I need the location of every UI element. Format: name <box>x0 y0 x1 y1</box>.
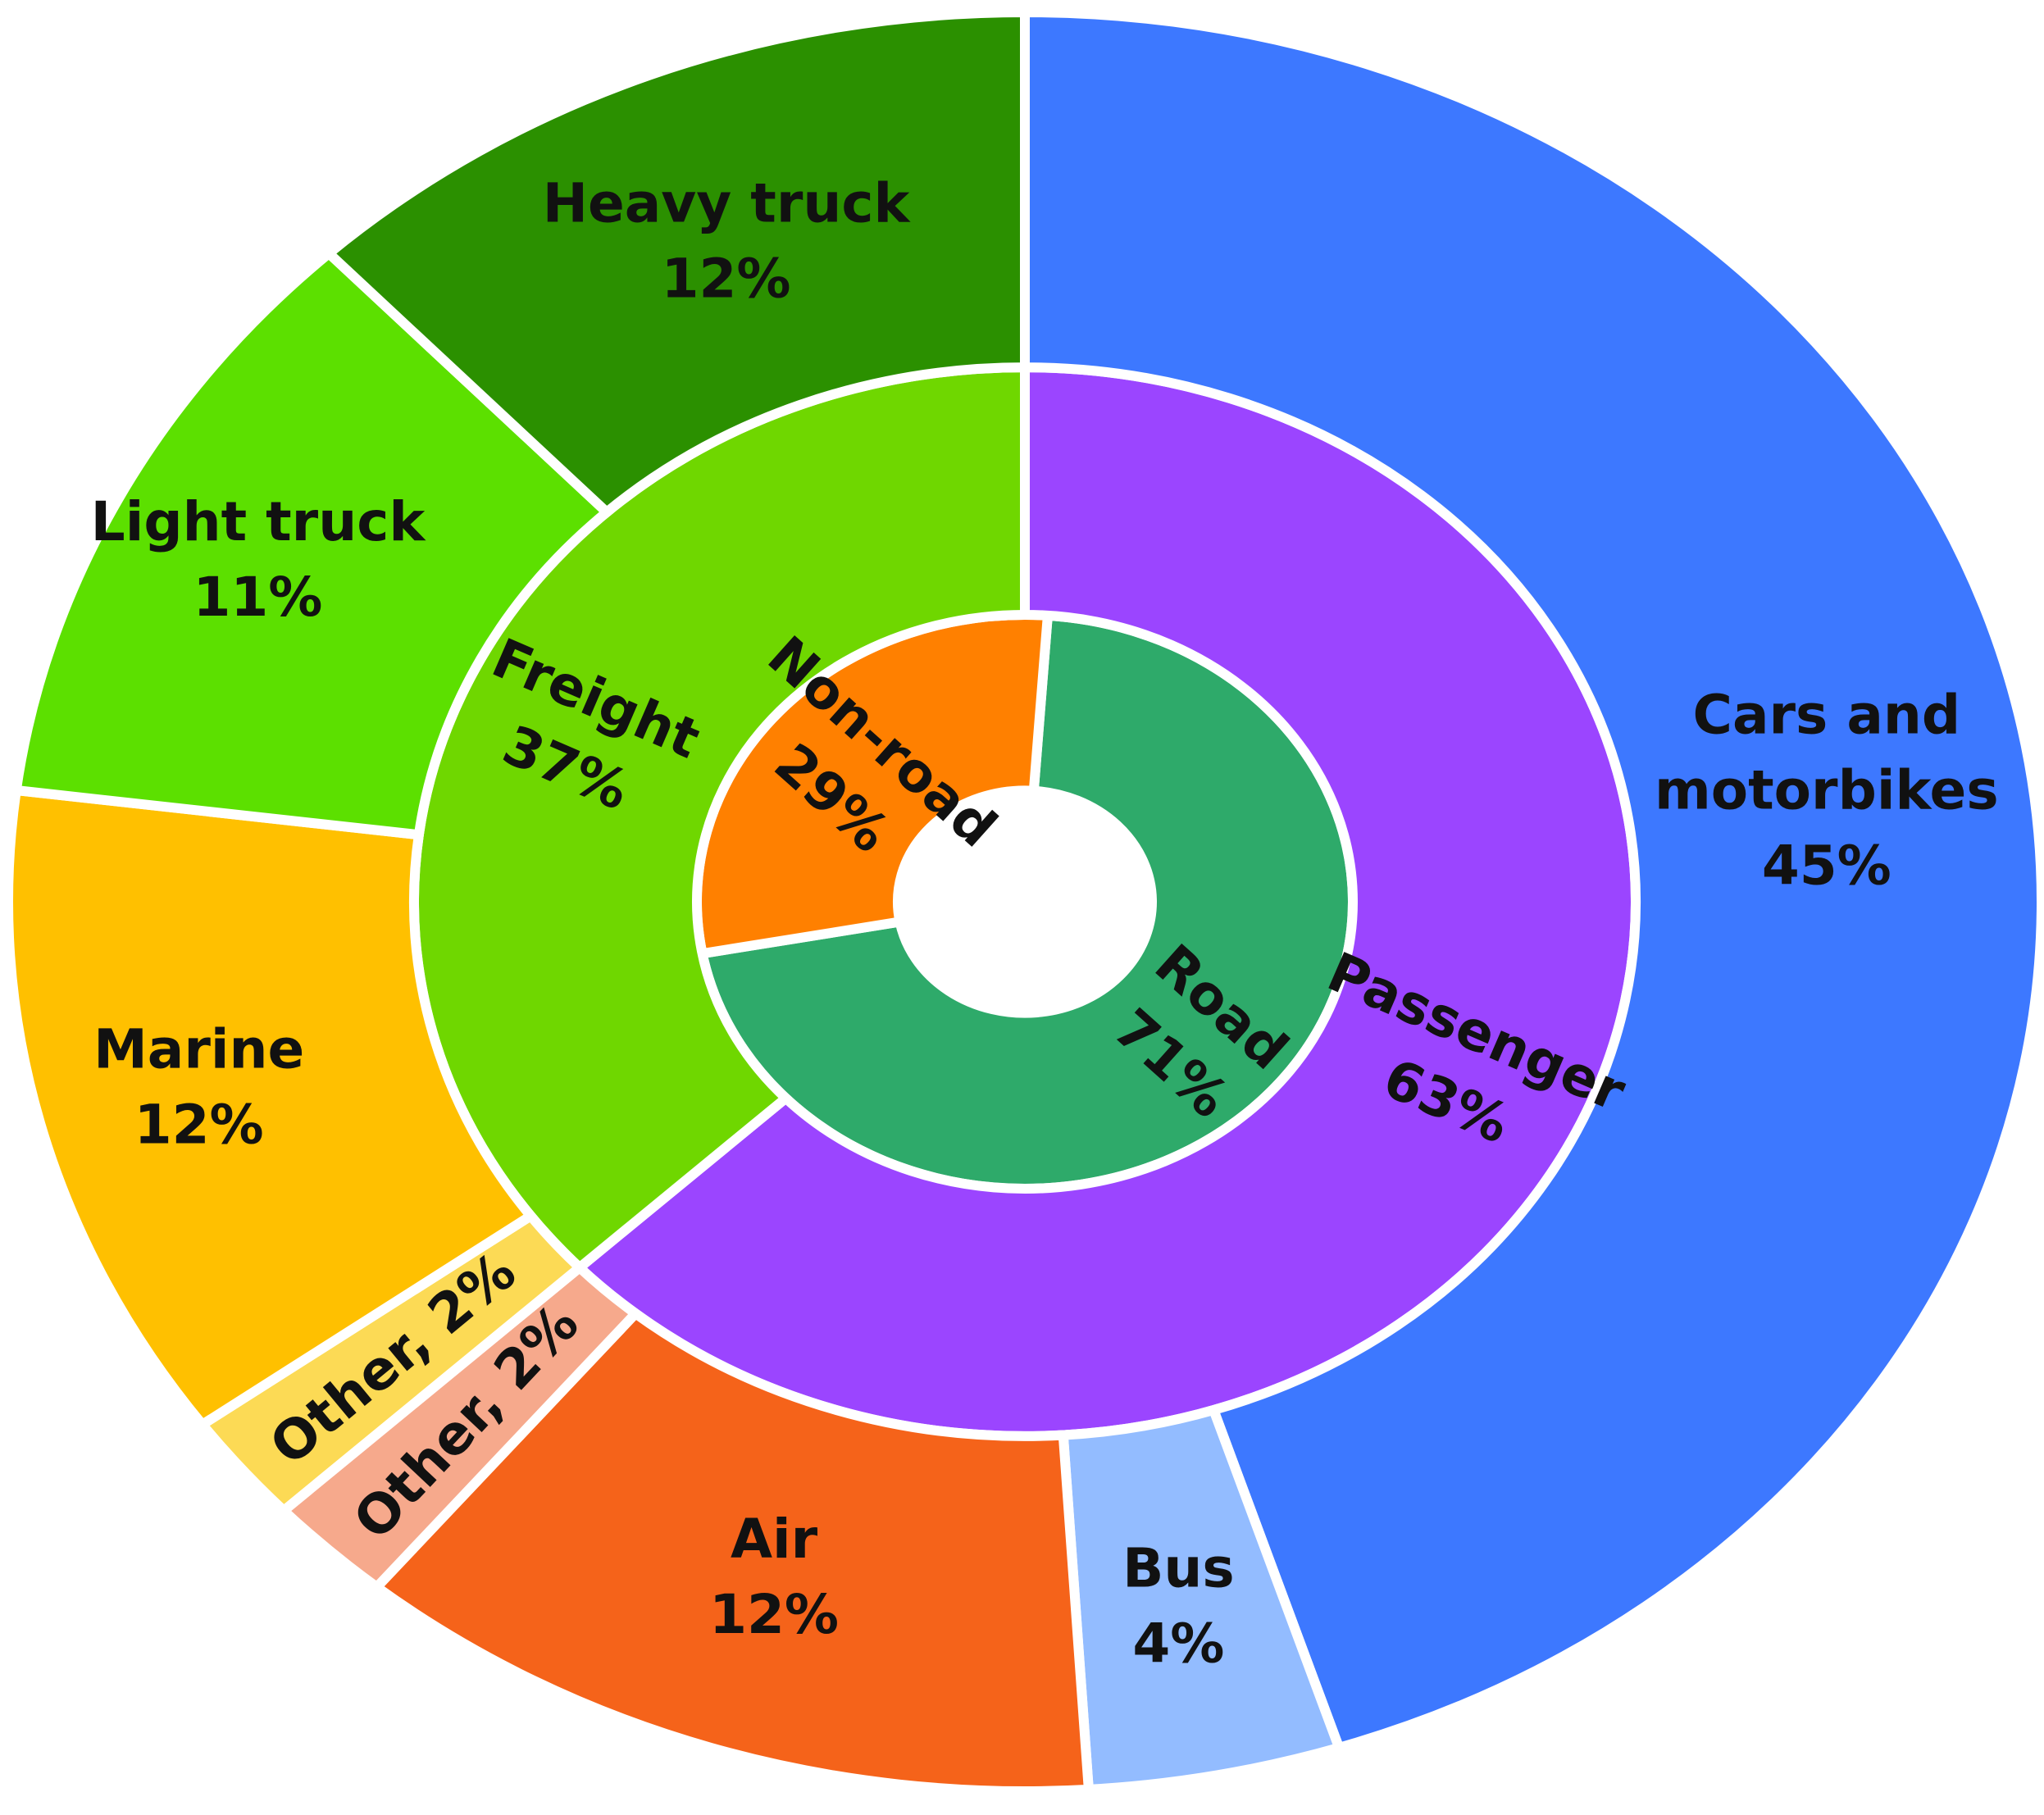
outer-slice-marine-5 <box>3 785 539 1431</box>
outer-label-line-1: 12% <box>662 248 791 311</box>
outer-label-line-1: 12% <box>709 1583 839 1646</box>
outer-label-marine-5: Marine 12% <box>93 1017 304 1156</box>
outer-slice-air-2 <box>369 1307 1095 1796</box>
slices-layer <box>3 7 2044 1796</box>
outer-label-air-2: Air 12% <box>709 1508 839 1646</box>
outer-label-light-truck-6: Light truck 11% <box>91 490 427 629</box>
outer-slice-heavy-truck-7 <box>321 7 1030 519</box>
outer-label-line-0: Marine <box>93 1017 304 1080</box>
outer-label-cars-and-motorbikes-0: Cars and motorbikes 45% <box>1655 683 1999 897</box>
outer-label-line-0: Heavy truck <box>543 172 912 235</box>
outer-slice-cars-and-motorbikes-0 <box>1020 7 2044 1754</box>
outer-label-bus-1: Bus 4% <box>1122 1537 1235 1676</box>
outer-label-line-0: Bus <box>1122 1537 1235 1600</box>
outer-slice-light-truck-6 <box>10 247 615 840</box>
outer-label-line-1: 11% <box>193 566 322 629</box>
outer-label-line-0: Cars and <box>1693 683 1961 746</box>
outer-label-line-0: Air <box>731 1508 818 1571</box>
outer-label-heavy-truck-7: Heavy truck 12% <box>543 172 912 311</box>
outer-label-line-2: 45% <box>1762 834 1891 897</box>
outer-label-line-1: 4% <box>1132 1613 1224 1676</box>
outer-label-line-1: 12% <box>134 1093 264 1156</box>
outer-label-line-1: motorbikes <box>1655 758 1999 821</box>
outer-label-line-0: Light truck <box>91 490 427 553</box>
